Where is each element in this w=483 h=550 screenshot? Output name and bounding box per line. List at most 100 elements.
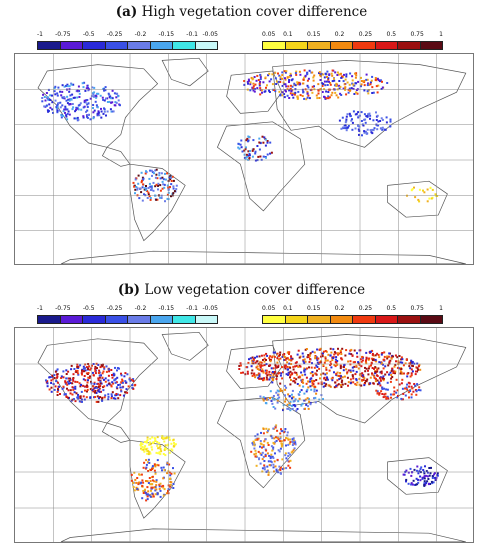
- vegetation-pixel: [51, 375, 54, 378]
- colorbar-tick: 0.2: [334, 31, 345, 38]
- vegetation-pixel: [328, 369, 331, 372]
- vegetation-pixel: [73, 117, 76, 120]
- vegetation-pixel: [259, 462, 262, 465]
- vegetation-pixel: [265, 427, 268, 430]
- vegetation-pixel: [324, 357, 327, 360]
- vegetation-pixel: [343, 83, 346, 86]
- vegetation-pixel: [341, 126, 344, 129]
- vegetation-pixel: [147, 191, 150, 194]
- vegetation-pixel: [313, 366, 316, 369]
- vegetation-pixel: [430, 197, 433, 200]
- land-outline: [387, 180, 448, 218]
- vegetation-pixel: [326, 70, 329, 73]
- vegetation-pixel: [247, 154, 250, 157]
- map-b: [14, 327, 474, 543]
- vegetation-pixel: [266, 469, 269, 472]
- vegetation-pixel: [349, 360, 352, 363]
- vegetation-pixel: [306, 92, 309, 95]
- vegetation-pixel: [80, 390, 83, 393]
- vegetation-pixel: [344, 121, 347, 124]
- vegetation-pixel: [252, 359, 255, 362]
- vegetation-pixel: [239, 364, 242, 367]
- vegetation-pixel: [150, 169, 153, 172]
- vegetation-pixel: [114, 101, 117, 104]
- vegetation-pixel: [340, 357, 343, 360]
- vegetation-pixel: [298, 384, 301, 387]
- vegetation-pixel: [369, 382, 372, 385]
- vegetation-pixel: [143, 193, 145, 196]
- vegetation-pixel: [363, 384, 366, 387]
- vegetation-pixel: [362, 124, 365, 127]
- vegetation-pixel: [265, 352, 268, 355]
- vegetation-pixel: [262, 399, 265, 402]
- vegetation-pixel: [354, 127, 357, 130]
- vegetation-pixel: [284, 398, 287, 401]
- vegetation-pixel: [272, 466, 275, 469]
- vegetation-pixel: [67, 382, 70, 385]
- vegetation-pixel: [80, 372, 83, 375]
- vegetation-pixel: [341, 347, 344, 350]
- vegetation-pixel: [419, 475, 422, 478]
- vegetation-pixel: [169, 481, 172, 483]
- vegetation-pixel: [321, 355, 324, 358]
- vegetation-pixel: [135, 177, 138, 180]
- vegetation-pixel: [175, 184, 178, 187]
- vegetation-pixel: [293, 447, 296, 450]
- vegetation-pixel: [256, 87, 259, 90]
- vegetation-pixel: [164, 437, 167, 440]
- vegetation-pixel: [383, 355, 386, 358]
- vegetation-pixel: [170, 175, 173, 178]
- vegetation-pixel: [303, 97, 306, 100]
- vegetation-pixel: [364, 379, 367, 382]
- vegetation-pixel: [56, 111, 59, 114]
- vegetation-pixel: [394, 370, 397, 373]
- vegetation-pixel: [134, 192, 136, 195]
- vegetation-pixel: [172, 445, 175, 448]
- vegetation-pixel: [396, 396, 399, 399]
- vegetation-pixel: [371, 349, 374, 352]
- vegetation-pixel: [414, 196, 417, 199]
- vegetation-pixel: [158, 442, 161, 445]
- vegetation-pixel: [313, 74, 316, 77]
- panel-a-title-text: High vegetation cover difference: [141, 4, 368, 20]
- vegetation-pixel: [167, 188, 170, 191]
- vegetation-pixel: [170, 472, 173, 475]
- land-outline: [226, 70, 283, 114]
- vegetation-pixel: [402, 364, 405, 367]
- vegetation-pixel: [85, 396, 88, 399]
- vegetation-pixel: [409, 375, 412, 378]
- vegetation-pixel: [280, 444, 283, 446]
- vegetation-pixel: [98, 369, 101, 372]
- vegetation-pixel: [311, 381, 314, 384]
- vegetation-pixel: [351, 374, 354, 377]
- land-outline: [129, 163, 186, 242]
- vegetation-pixel: [148, 477, 151, 479]
- vegetation-pixel: [325, 97, 328, 100]
- vegetation-pixel: [334, 91, 337, 94]
- vegetation-pixel: [258, 84, 261, 87]
- vegetation-pixel: [384, 392, 387, 395]
- colorbar-tick: 0.2: [334, 305, 345, 312]
- vegetation-pixel: [324, 359, 327, 362]
- colorbar-swatch: [105, 42, 128, 49]
- vegetation-pixel: [309, 403, 312, 406]
- vegetation-pixel: [351, 366, 354, 369]
- vegetation-pixel: [290, 355, 292, 358]
- vegetation-pixel: [270, 367, 273, 370]
- vegetation-pixel: [144, 172, 147, 175]
- vegetation-pixel: [154, 486, 157, 489]
- vegetation-pixel: [378, 382, 381, 385]
- vegetation-pixel: [159, 177, 162, 180]
- vegetation-pixel: [354, 383, 357, 386]
- vegetation-pixel: [347, 124, 350, 127]
- vegetation-pixel: [164, 172, 166, 175]
- vegetation-pixel: [350, 348, 353, 351]
- vegetation-pixel: [46, 385, 49, 388]
- vegetation-pixel: [325, 383, 328, 386]
- vegetation-pixel: [259, 93, 262, 96]
- vegetation-pixel: [251, 442, 254, 445]
- vegetation-pixel: [121, 379, 124, 382]
- vegetation-pixel: [64, 105, 67, 108]
- vegetation-pixel: [279, 388, 282, 391]
- vegetation-pixel: [421, 476, 424, 479]
